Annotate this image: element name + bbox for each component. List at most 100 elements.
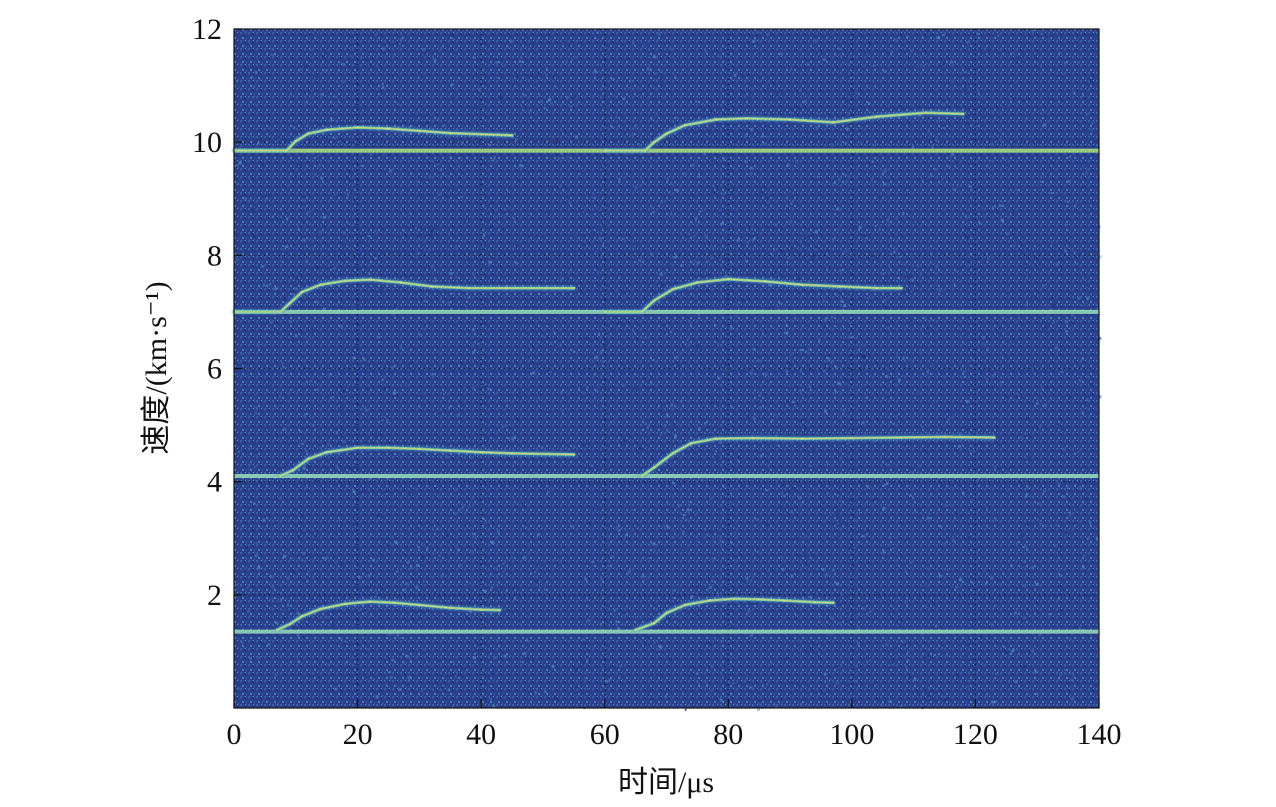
noise-cell — [636, 372, 639, 375]
noise-cell — [470, 500, 473, 504]
noise-cell — [573, 350, 576, 353]
noise-cell — [407, 675, 411, 678]
noise-cell — [641, 168, 645, 171]
noise-cell — [254, 451, 258, 454]
noise-cell — [433, 493, 437, 496]
noise-cell — [904, 600, 908, 604]
noise-cell — [955, 270, 959, 273]
noise-cell — [1086, 76, 1090, 79]
noise-cell — [783, 494, 786, 498]
noise-cell — [666, 502, 670, 506]
noise-cell — [1029, 455, 1032, 458]
noise-cell — [451, 705, 454, 709]
noise-cell — [347, 384, 350, 387]
noise-cell — [515, 75, 519, 79]
noise-cell — [404, 628, 408, 631]
noise-cell — [1013, 142, 1017, 146]
noise-cell — [1083, 128, 1087, 131]
noise-cell — [1087, 33, 1090, 37]
noise-cell — [265, 111, 268, 115]
noise-cell — [936, 428, 939, 431]
noise-cell — [340, 323, 343, 326]
noise-cell — [621, 362, 623, 365]
noise-cell — [710, 256, 713, 260]
noise-cell — [909, 49, 913, 53]
noise-cell — [616, 322, 620, 325]
noise-cell — [1011, 189, 1014, 192]
noise-cell — [505, 589, 508, 592]
noise-cell — [986, 347, 989, 351]
noise-cell — [1026, 523, 1029, 527]
noise-cell — [543, 582, 546, 585]
noise-cell — [917, 693, 920, 697]
trace-point — [418, 129, 421, 133]
noise-cell — [858, 226, 862, 230]
noise-cell — [498, 407, 502, 411]
noise-cell — [546, 409, 549, 412]
noise-cell — [784, 639, 787, 643]
noise-cell — [358, 575, 361, 579]
noise-cell — [852, 519, 856, 522]
noise-cell — [319, 230, 323, 234]
noise-cell — [690, 435, 693, 438]
noise-cell — [334, 561, 338, 565]
noise-cell — [913, 411, 917, 414]
noise-cell — [286, 296, 289, 300]
noise-cell — [456, 280, 459, 284]
noise-cell — [977, 90, 980, 93]
noise-cell — [866, 85, 869, 88]
trace-point — [665, 611, 668, 615]
noise-cell — [559, 185, 562, 188]
noise-cell — [854, 340, 857, 344]
noise-cell — [519, 544, 522, 547]
noise-cell — [896, 277, 900, 280]
noise-cell — [963, 376, 966, 379]
noise-cell — [871, 698, 875, 702]
noise-cell — [575, 135, 579, 139]
noise-cell — [483, 136, 487, 140]
noise-cell — [830, 360, 833, 364]
noise-cell — [421, 542, 424, 546]
noise-cell — [377, 441, 380, 444]
noise-cell — [812, 139, 816, 143]
noise-cell — [452, 292, 455, 295]
noise-cell — [461, 505, 464, 509]
noise-cell — [1055, 354, 1059, 358]
noise-cell — [851, 564, 855, 568]
noise-cell — [1003, 200, 1006, 203]
noise-cell — [322, 618, 325, 621]
noise-cell — [967, 260, 971, 263]
noise-cell — [755, 360, 759, 363]
noise-cell — [608, 136, 612, 139]
noise-cell — [236, 182, 240, 185]
noise-cell — [965, 400, 969, 404]
noise-cell — [730, 326, 733, 330]
noise-cell — [251, 553, 254, 556]
noise-cell — [891, 663, 895, 666]
noise-cell — [779, 701, 782, 705]
noise-cell — [515, 244, 519, 247]
noise-cell — [632, 42, 635, 45]
noise-cell — [367, 235, 371, 238]
noise-cell — [427, 249, 431, 252]
noise-cell — [1081, 565, 1085, 569]
noise-cell — [699, 535, 703, 538]
noise-cell — [987, 439, 991, 442]
noise-cell — [1083, 553, 1086, 556]
noise-cell — [547, 213, 550, 217]
noise-cell — [1048, 513, 1052, 517]
noise-cell — [435, 455, 438, 458]
noise-cell — [892, 463, 895, 467]
noise-cell — [507, 114, 510, 118]
noise-cell — [253, 106, 256, 109]
noise-cell — [464, 669, 467, 672]
noise-cell — [730, 158, 733, 161]
noise-cell — [278, 497, 282, 500]
noise-cell — [781, 562, 784, 565]
noise-cell — [845, 620, 848, 623]
noise-cell — [1058, 51, 1062, 54]
noise-cell — [605, 680, 609, 683]
noise-cell — [464, 524, 467, 528]
noise-cell — [248, 467, 251, 471]
noise-cell — [814, 230, 818, 234]
